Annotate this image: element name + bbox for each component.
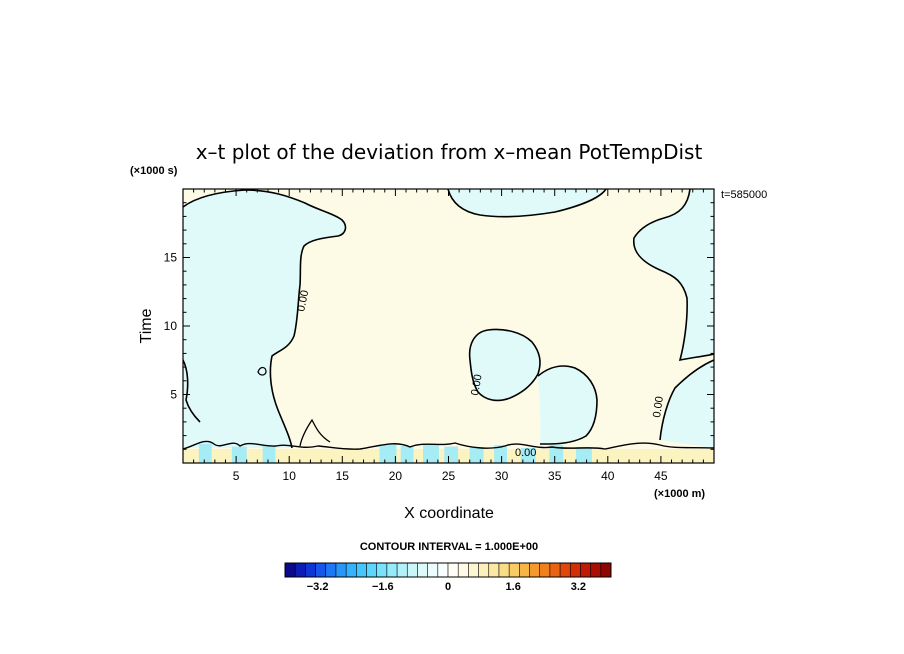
colorbar-cell [580, 562, 592, 578]
contour-label-cell: 0.00 [469, 373, 485, 396]
region-negative-right-upper [633, 189, 714, 360]
colorbar-cell [335, 562, 347, 578]
y-axis-label: Time [138, 308, 155, 343]
y-tick-label: 10 [164, 319, 178, 333]
colorbar-cell [386, 562, 398, 578]
contour-line-cell-left [468, 328, 541, 402]
contour-interval-text: CONTOUR INTERVAL = 1.000E+00 [360, 541, 538, 553]
x-tick-label: 30 [495, 469, 509, 483]
contour-line-left-edge [183, 359, 201, 423]
region-negative-left [183, 189, 346, 448]
bottom-patch [262, 445, 276, 463]
region-negative-top [448, 189, 606, 217]
plot-area: 0.00 0.00 0.00 0.00 5 10 15 20 25 30 35 40 45 5 1… [164, 188, 715, 483]
colorbar-tick-label: 0 [445, 581, 451, 593]
colorbar-cell [478, 562, 490, 578]
x-tick-label: 45 [654, 469, 668, 483]
contour-line-small-loop [257, 366, 267, 376]
bottom-patch [400, 445, 414, 463]
colorbar-cell [457, 562, 469, 578]
colorbar-cell [396, 562, 408, 578]
colorbar-cell [294, 562, 306, 578]
region-negative-cell-left [469, 329, 540, 401]
colorbar-cell [559, 562, 571, 578]
contour-line-bottom [183, 440, 714, 450]
bottom-patch [444, 446, 459, 463]
y-unit-label: (×1000 s) [130, 165, 178, 177]
colorbar-cell [315, 562, 327, 578]
x-tick-label: 20 [389, 469, 403, 483]
colorbar-cell [356, 562, 367, 578]
x-tick-label: 15 [336, 469, 350, 483]
colorbar-cell [468, 562, 480, 578]
colorbar-cell [508, 562, 520, 578]
colorbar-cell [427, 562, 439, 578]
contour-labels: 0.00 0.00 0.00 0.00 [295, 289, 666, 459]
colorbar-cell [529, 562, 541, 578]
contour-line-mid-bump [299, 418, 331, 447]
x-tick-label: 25 [442, 469, 456, 483]
colorbar-cell [519, 562, 530, 578]
bottom-patch [423, 443, 439, 463]
colorbar-tick-label: 1.6 [506, 581, 521, 593]
colorbar-cell [498, 562, 510, 578]
colorbar-cell [417, 562, 429, 578]
contour-line-top [447, 189, 607, 218]
y-tick-label: 5 [170, 388, 177, 402]
region-negative-cell-right [538, 366, 597, 444]
colorbar-cell [376, 562, 388, 578]
bottom-patch [469, 447, 484, 463]
colorbar-cell [569, 562, 581, 578]
x-tick-label: 40 [601, 469, 615, 483]
colorbar-frame [284, 562, 612, 578]
x-tick-label: 35 [548, 469, 562, 483]
bottom-patch [549, 445, 564, 463]
x-unit-label: (×1000 m) [654, 488, 705, 500]
bottom-patch [494, 445, 507, 463]
colorbar-cell [488, 562, 500, 578]
contour-label-bottom: 0.00 [515, 447, 536, 459]
bottom-patch [379, 444, 397, 463]
colorbar-cell [366, 562, 378, 578]
colorbar-cell [549, 562, 561, 578]
x-axis: 5 10 15 20 25 30 35 40 45 [193, 189, 704, 483]
colorbar-cell [590, 562, 602, 578]
contour-line-cell-right [537, 365, 598, 445]
bottom-patch [575, 447, 592, 463]
chart-title: x–t plot of the deviation from x–mean Po… [196, 140, 703, 164]
colorbar-tick-label: 3.2 [571, 581, 586, 593]
contour-line-right-lower [659, 359, 714, 441]
bottom-patch [198, 443, 212, 463]
contour-line-left [183, 189, 347, 449]
y-axis: 5 10 15 [164, 202, 714, 450]
colorbar-cell [305, 562, 317, 578]
x-tick-label: 5 [233, 469, 240, 483]
contour-label-right: 0.00 [651, 396, 666, 419]
colorbar-tick-label: −3.2 [307, 581, 329, 593]
x-axis-label: X coordinate [404, 505, 494, 522]
colorbar-cell [406, 562, 418, 578]
colorbar-cell [447, 562, 459, 578]
colorbar-cell [284, 562, 296, 578]
colorbar-cell [437, 562, 449, 578]
bottom-negative-patches [198, 443, 592, 463]
colorbar-cell [325, 562, 337, 578]
contour-line-right [633, 189, 714, 362]
colorbar-cell [345, 562, 357, 578]
time-stamp: t=585000 [721, 189, 767, 201]
x-tick-label: 10 [283, 469, 297, 483]
bottom-patch [231, 446, 247, 463]
colorbar-tick-label: −1.6 [372, 581, 394, 593]
colorbar: −3.2 −1.6 0 1.6 3.2 [284, 562, 612, 593]
colorbar-cell [539, 562, 551, 578]
bottom-patch [520, 447, 536, 463]
colorbar-cell [600, 562, 612, 578]
y-tick-label: 15 [164, 251, 178, 265]
region-negative-right [660, 189, 714, 448]
contour-label-left: 0.00 [295, 289, 311, 312]
